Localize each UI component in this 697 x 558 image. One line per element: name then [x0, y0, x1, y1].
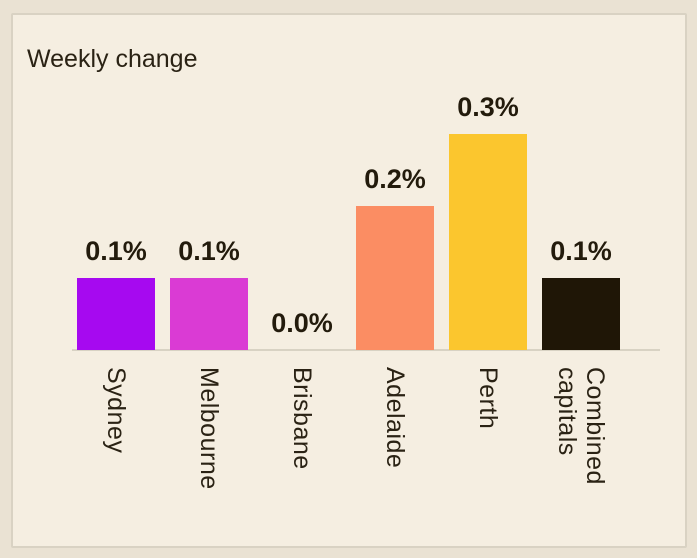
category-label-combined-capitals: Combined capitals — [553, 367, 609, 485]
bar-adelaide — [356, 206, 434, 350]
category-label-melbourne: Melbourne — [195, 367, 223, 490]
category-label-sydney: Sydney — [102, 367, 130, 454]
category-label-adelaide: Adelaide — [381, 367, 409, 469]
bar-combined-capitals — [542, 278, 620, 350]
value-label-adelaide: 0.2% — [364, 164, 426, 194]
x-axis-line — [72, 349, 660, 351]
value-label-brisbane: 0.0% — [271, 308, 333, 338]
category-label-brisbane: Brisbane — [288, 367, 316, 470]
bar-melbourne — [170, 278, 248, 350]
chart-title: Weekly change — [27, 45, 198, 73]
value-label-sydney: 0.1% — [85, 236, 147, 266]
category-label-perth: Perth — [474, 367, 502, 430]
value-label-melbourne: 0.1% — [178, 236, 240, 266]
value-label-perth: 0.3% — [457, 92, 519, 122]
value-label-combined-capitals: 0.1% — [550, 236, 612, 266]
bar-sydney — [77, 278, 155, 350]
bar-perth — [449, 134, 527, 350]
